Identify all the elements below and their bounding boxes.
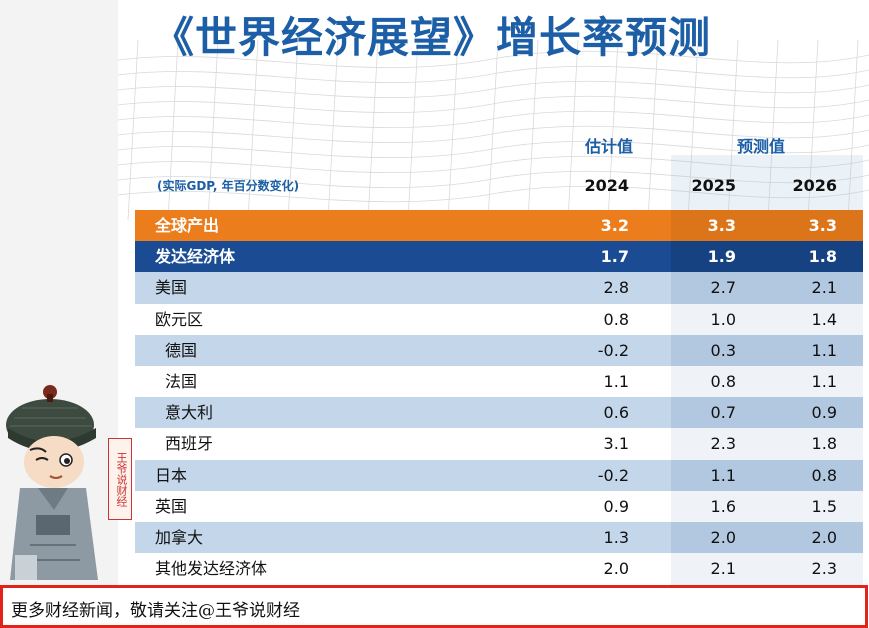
value-2025: 1.9 [707,247,736,267]
value-2024: 2.8 [603,278,629,298]
growth-table: 全球产出 3.2 3.3 3.3 发达经济体 1.7 1.9 1.8 美国 2.… [135,210,863,585]
value-2025: 0.7 [710,403,736,423]
value-2024: 2.0 [603,559,629,579]
value-2024: 1.3 [603,527,629,547]
table-row: 美国 2.8 2.7 2.1 [135,272,863,304]
value-2024: 3.2 [600,216,629,235]
row-label: 日本 [155,465,188,485]
value-2026: 1.8 [808,247,837,267]
footer-text: 更多财经新闻，敬请关注@王爷说财经 [11,601,300,621]
page-title: 《世界经济展望》增长率预测 [152,13,712,62]
value-2026: 1.4 [811,309,837,329]
row-label: 加拿大 [155,527,204,547]
value-2026: 0.8 [811,465,837,485]
value-2025: 2.7 [710,278,736,298]
row-label: 全球产出 [155,216,220,235]
table-row: 其他发达经济体 2.0 2.1 2.3 [135,553,863,585]
value-2026: 2.3 [811,559,837,579]
value-2025: 2.1 [710,559,736,579]
value-2026: 1.5 [811,496,837,516]
unit-note: (实际GDP, 年百分数变化) [157,179,300,193]
value-2025: 2.0 [710,527,736,547]
table-row: 发达经济体 1.7 1.9 1.8 [135,241,863,273]
row-label: 发达经济体 [155,247,236,267]
row-label: 德国 [165,340,198,360]
row-label: 法国 [165,371,198,391]
estimate-header: 估计值 [585,137,634,156]
value-2026: 3.3 [808,216,837,235]
value-2024: -0.2 [597,465,629,485]
table-row: 西班牙 3.1 2.3 1.8 [135,428,863,460]
author-seal: 王爷说财经 [108,438,132,520]
value-2025: 1.1 [710,465,736,485]
year-header-2024: 2024 [584,176,629,195]
table-row: 德国 -0.2 0.3 1.1 [135,334,863,366]
value-2024: 0.8 [603,309,629,329]
footer-banner: 更多财经新闻，敬请关注@王爷说财经 [0,585,868,628]
value-2026: 0.9 [811,403,837,423]
table-row: 法国 1.1 0.8 1.1 [135,365,863,398]
value-2024: 1.7 [600,247,629,267]
value-2026: 1.8 [811,434,837,454]
value-2024: 1.1 [603,371,629,391]
value-2024: 0.9 [603,496,629,516]
table-row: 加拿大 1.3 2.0 2.0 [135,521,863,554]
value-2025: 1.0 [710,309,736,329]
wave-background [118,40,869,220]
value-2026: 2.0 [811,527,837,547]
value-2024: 0.6 [603,403,629,423]
value-2026: 1.1 [811,371,837,391]
value-2025: 1.6 [710,496,736,516]
table-row: 欧元区 0.8 1.0 1.4 [135,303,863,335]
year-header-2026: 2026 [792,176,837,195]
value-2024: 3.1 [603,434,629,454]
value-2025: 0.8 [710,371,736,391]
year-header-2025: 2025 [691,176,736,195]
mascot-illustration [6,385,98,580]
table-row: 意大利 0.6 0.7 0.9 [135,397,863,429]
row-label: 美国 [155,278,188,298]
table-row: 全球产出 3.2 3.3 3.3 [135,210,863,242]
row-label: 英国 [155,496,188,516]
table-row: 日本 -0.2 1.1 0.8 [135,459,863,491]
row-label: 欧元区 [155,309,204,329]
value-2026: 1.1 [811,340,837,360]
value-2026: 2.1 [811,278,837,298]
projection-header: 预测值 [737,137,786,156]
value-2025: 3.3 [707,216,736,235]
row-label: 西班牙 [165,434,214,454]
row-label: 其他发达经济体 [155,559,268,579]
row-label: 意大利 [165,403,214,423]
table-row: 英国 0.9 1.6 1.5 [135,490,863,522]
value-2025: 0.3 [710,340,736,360]
value-2025: 2.3 [710,434,736,454]
value-2024: -0.2 [597,340,629,360]
